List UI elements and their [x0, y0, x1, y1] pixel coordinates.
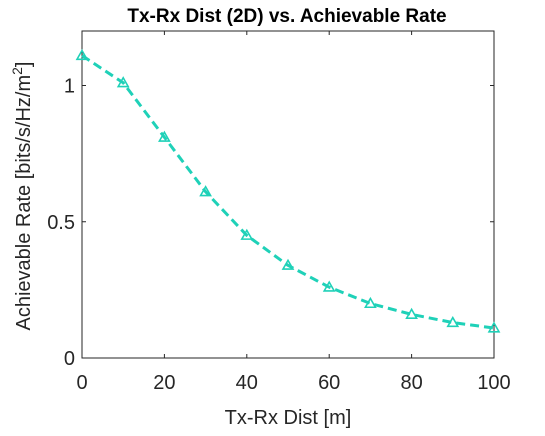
- data-point-marker: [75, 48, 89, 61]
- y-tick-label: 0.5: [47, 212, 75, 234]
- x-tick-label: 80: [400, 372, 422, 394]
- x-tick-label: 40: [236, 372, 258, 394]
- x-axis-label: Tx-Rx Dist [m]: [225, 407, 352, 429]
- x-tick-label: 20: [153, 372, 175, 394]
- data-point-marker: [281, 258, 295, 270]
- y-axis-label: Achievable Rate [bits/s/Hz/m2]: [9, 61, 35, 330]
- x-tick-label: 60: [318, 372, 340, 394]
- data-point-marker: [487, 321, 501, 333]
- data-point-marker: [240, 228, 254, 240]
- data-point-marker: [116, 76, 130, 88]
- data-point-marker: [199, 185, 212, 197]
- data-point-marker: [322, 280, 336, 292]
- data-point-marker: [364, 296, 377, 309]
- x-tick-label: 100: [477, 372, 510, 394]
- y-tick-label: 1: [64, 76, 75, 98]
- y-axis-label-main: Achievable Rate [bits/s/Hz/m: [13, 75, 35, 331]
- series-line: [81, 54, 495, 330]
- data-point-marker: [158, 130, 171, 142]
- y-axis-label-close: ]: [13, 61, 35, 67]
- chart-title: Tx-Rx Dist (2D) vs. Achievable Rate: [127, 6, 446, 27]
- data-point-marker: [405, 307, 418, 319]
- plot-area: 0 20 40 60 80 100 0 0.5 1: [47, 30, 511, 394]
- plot-frame: [81, 30, 495, 359]
- y-axis-label-superscript: 2: [9, 67, 25, 75]
- y-tick-label: 0: [64, 348, 75, 370]
- x-tick-label: 0: [76, 372, 87, 394]
- data-point-marker: [446, 315, 460, 328]
